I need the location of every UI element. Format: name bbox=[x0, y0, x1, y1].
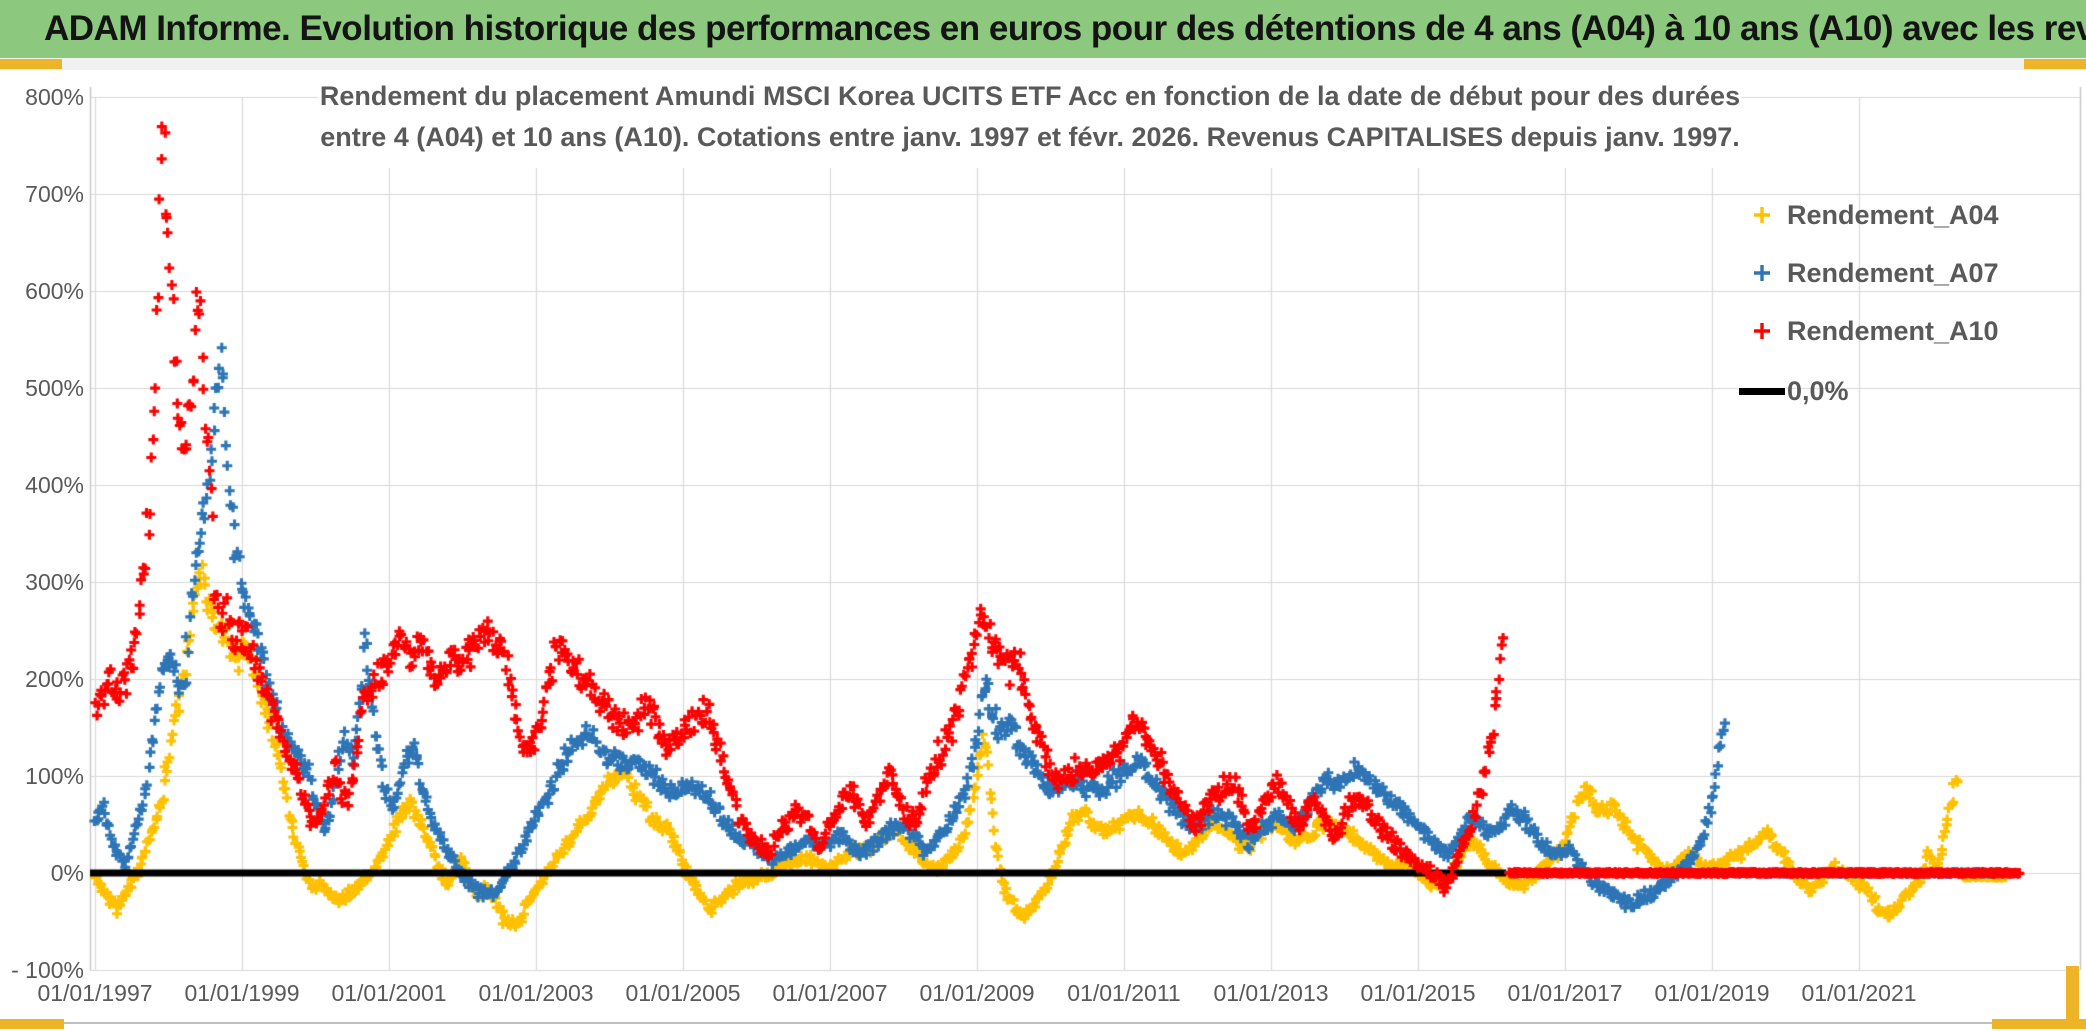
y-axis-tick-label: - 100% bbox=[11, 957, 84, 983]
legend-item-a04: Rendement_A04 bbox=[1737, 186, 2067, 244]
legend: Rendement_A04 Rendement_A07 Rendement_A1… bbox=[1737, 186, 2067, 422]
y-axis-tick-label: 800% bbox=[25, 84, 84, 110]
chart-bottom-border bbox=[0, 1022, 2086, 1024]
plus-icon bbox=[1737, 319, 1787, 343]
x-axis-tick-label: 01/01/1999 bbox=[184, 980, 300, 1006]
x-axis-tick-label: 01/01/2011 bbox=[1067, 980, 1181, 1006]
legend-label: Rendement_A04 bbox=[1787, 199, 1999, 230]
legend-item-a10: Rendement_A10 bbox=[1737, 302, 2067, 360]
x-axis-tick-label: 01/01/2003 bbox=[478, 980, 594, 1006]
gold-corner-accent bbox=[0, 1019, 64, 1029]
y-axis-tick-label: 500% bbox=[25, 375, 84, 401]
x-axis-tick-label: 01/01/2001 bbox=[331, 980, 447, 1006]
x-axis-tick-label: 01/01/2009 bbox=[919, 980, 1035, 1006]
y-axis-tick-label: 600% bbox=[25, 278, 84, 304]
plus-icon bbox=[1737, 261, 1787, 285]
y-axis-tick-label: 200% bbox=[25, 666, 84, 692]
x-axis-tick-label: 01/01/2017 bbox=[1507, 980, 1623, 1006]
legend-item-a07: Rendement_A07 bbox=[1737, 244, 2067, 302]
gold-corner-accent bbox=[1992, 1019, 2086, 1029]
x-axis-tick-label: 01/01/2013 bbox=[1213, 980, 1329, 1006]
chart-subtitle-line1: Rendement du placement Amundi MSCI Korea… bbox=[319, 81, 1741, 111]
x-axis-tick-label: 01/01/2005 bbox=[625, 980, 741, 1006]
y-axis-tick-label: 400% bbox=[25, 472, 84, 498]
legend-item-zero-line: 0,0% bbox=[1737, 360, 2067, 422]
chart-subtitle-line2: entre 4 (A04) et 10 ans (A10). Cotations… bbox=[320, 122, 1740, 152]
x-axis-tick-label: 01/01/2021 bbox=[1801, 980, 1917, 1006]
legend-label: Rendement_A10 bbox=[1787, 315, 1999, 346]
zero-line-swatch bbox=[1737, 387, 1787, 395]
y-axis-tick-label: 0% bbox=[50, 860, 84, 886]
y-axis-tick-label: 100% bbox=[25, 763, 84, 789]
x-axis-tick-label: 01/01/2007 bbox=[772, 980, 888, 1006]
legend-label: Rendement_A07 bbox=[1787, 257, 1999, 288]
x-axis-tick-label: 01/01/2019 bbox=[1654, 980, 1770, 1006]
plus-icon bbox=[1737, 203, 1787, 227]
chart-subtitle: Rendement du placement Amundi MSCI Korea… bbox=[318, 76, 1742, 168]
gold-corner-accent bbox=[2066, 966, 2079, 1028]
legend-label: 0,0% bbox=[1787, 375, 1849, 406]
y-axis-tick-label: 300% bbox=[25, 569, 84, 595]
x-axis-tick-label: 01/01/2015 bbox=[1360, 980, 1476, 1006]
x-axis-tick-label: 01/01/1997 bbox=[37, 980, 153, 1006]
y-axis-tick-label: 700% bbox=[25, 181, 84, 207]
